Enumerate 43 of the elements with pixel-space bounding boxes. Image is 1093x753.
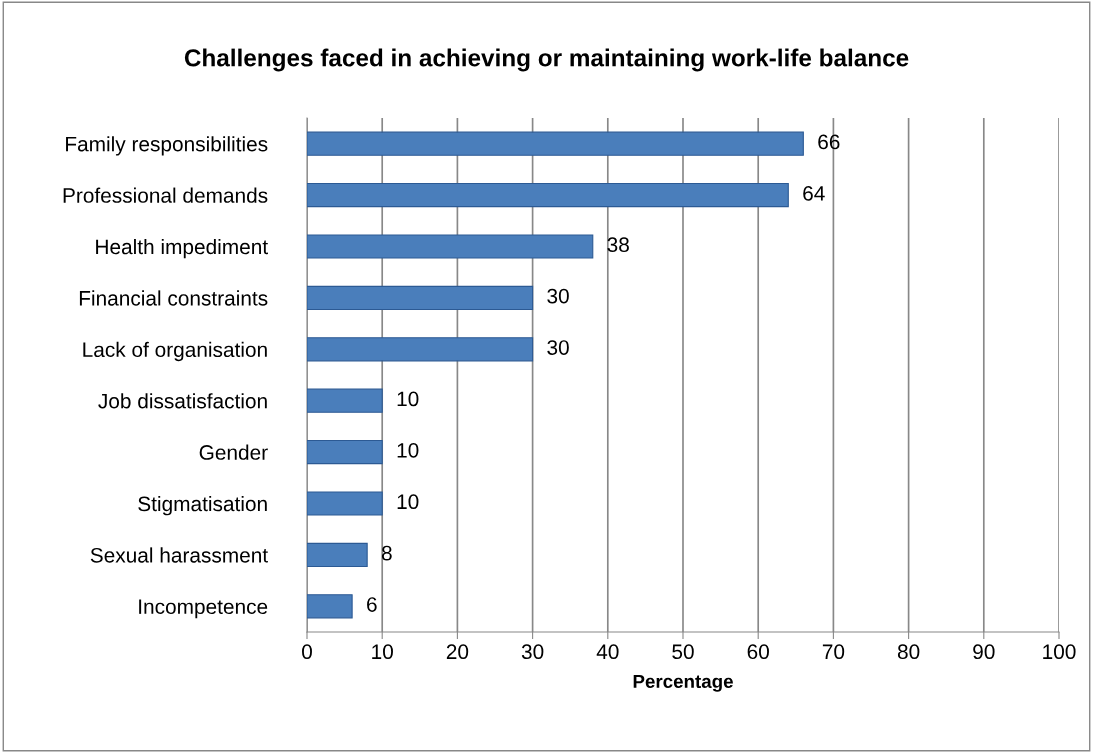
bar — [307, 337, 534, 362]
y-tick-label: Professional demands — [63, 187, 268, 203]
y-tick-label: Gender — [199, 444, 268, 460]
y-tick-label: Lack of organisation — [83, 341, 267, 362]
bar — [307, 234, 594, 259]
x-tick-label: 30 — [521, 644, 544, 660]
x-tick-label: 50 — [672, 644, 694, 660]
bar — [307, 285, 534, 311]
chart-title: Challenges faced in achieving or maintaining work-life balance — [184, 48, 909, 72]
data-label: 10 — [397, 442, 419, 458]
data-label: 30 — [547, 340, 569, 355]
data-label: 8 — [381, 545, 392, 561]
y-tick-label: Incompetence — [139, 599, 268, 619]
bar — [307, 594, 353, 619]
data-label: 10 — [397, 494, 419, 510]
y-tick-label: Health impediment — [96, 238, 268, 259]
y-tick-label: Financial constraints — [79, 290, 268, 306]
bar — [307, 542, 368, 568]
x-tick-label: 0 — [302, 644, 312, 660]
x-tick-label: 20 — [446, 644, 469, 660]
y-tick-label: Stigmatisation — [138, 495, 267, 516]
x-tick-label: 90 — [973, 644, 995, 660]
x-tick-label: 70 — [822, 644, 845, 660]
x-tick-label: 60 — [747, 644, 769, 660]
bar — [307, 491, 383, 516]
x-tick-label: 10 — [372, 644, 393, 660]
y-tick-label: Sexual harassment — [90, 547, 268, 563]
bar — [307, 439, 383, 465]
x-tick-label: 80 — [897, 644, 920, 660]
data-label: 6 — [367, 597, 377, 612]
y-tick-label: Job dissatisfaction — [98, 393, 267, 409]
data-label: 10 — [397, 391, 419, 407]
y-tick-label: Family responsibilities — [66, 136, 268, 156]
x-axis-title: Percentage — [633, 674, 733, 692]
x-tick-label: 40 — [596, 644, 619, 660]
x-tick-label: 100 — [1043, 644, 1076, 660]
bar — [307, 182, 789, 208]
data-label: 64 — [803, 185, 825, 201]
data-label: 30 — [547, 288, 569, 304]
bar — [307, 388, 383, 413]
data-label: 66 — [818, 134, 840, 150]
data-label: 38 — [607, 237, 629, 253]
bar — [307, 131, 804, 156]
